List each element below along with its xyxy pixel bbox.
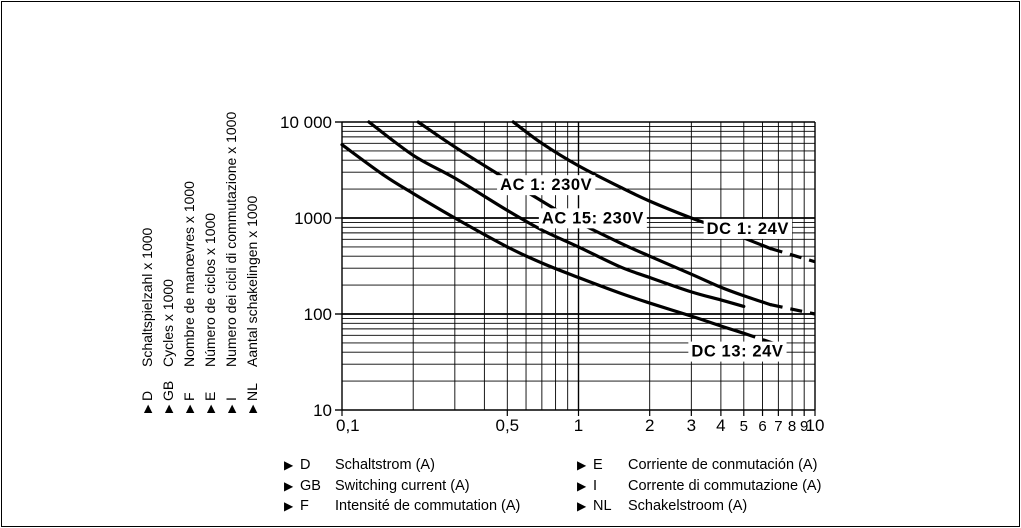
y-tick-label: 10 000 — [280, 113, 332, 132]
series-label-1: AC 1: 230V — [500, 176, 592, 194]
series-label-bg — [688, 341, 787, 362]
series-label-3: DC 13: 24V — [691, 343, 783, 361]
x-axis-legend-item: ▶ E Corriente de conmutación (A) — [577, 455, 821, 476]
x-tick-label: 3 — [687, 416, 696, 435]
y-tick-label: 1000 — [294, 209, 332, 228]
x-axis-legend-item: ▶ NL Schakelstroom (A) — [577, 496, 821, 517]
series-line-2 — [367, 120, 746, 308]
curves — [340, 120, 816, 349]
legend-text: Corrente di commutazione (A) — [628, 477, 822, 494]
series-labels: DC 1: 24V AC 1: 230V AC 15: 230V DC 13: 24V — [497, 175, 793, 362]
x-axis-legend-item: ▶ F Intensité de commutation (A) — [284, 496, 520, 517]
series-dashed-line-1 — [770, 303, 816, 316]
series-label-2: AC 15: 230V — [542, 209, 644, 227]
series-label-bg — [497, 175, 596, 196]
series-line-3 — [340, 143, 746, 335]
series-label-0: DC 1: 24V — [707, 220, 789, 238]
legend-text: Switching current (A) — [335, 477, 470, 494]
x-tick-label: 4 — [716, 416, 725, 435]
legend-text: Schakelstroom (A) — [628, 498, 748, 515]
x-tick-label: 2 — [645, 416, 654, 435]
language-code: NL — [593, 498, 612, 515]
x-axis-legend-item: ▶ I Corrente di commutazione (A) — [577, 476, 821, 497]
series-dashed-line-0 — [770, 247, 816, 264]
x-axis-legend-item: ▶ D Schaltstrom (A) — [284, 455, 520, 476]
triangle-icon: ▶ — [284, 458, 294, 473]
x-axis-legend-item: ▶ GB Switching current (A) — [284, 476, 520, 497]
x-tick-label: 1 — [574, 416, 583, 435]
triangle-icon: ▶ — [577, 478, 587, 493]
y-tick-label: 10 — [313, 401, 332, 420]
x-tick-label: 7 — [774, 418, 782, 435]
series-label-bg — [538, 208, 647, 229]
series-label-bg — [703, 218, 793, 239]
triangle-icon: ▶ — [284, 499, 294, 514]
x-tick-label: 5 — [740, 418, 748, 435]
x-axis-legend-left: ▶ D Schaltstrom (A) ▶ GB Switching current (A… — [284, 455, 520, 517]
legend-text: Corriente de conmutación (A) — [628, 457, 818, 474]
triangle-icon: ▶ — [284, 478, 294, 493]
series-dashed-line-3 — [743, 331, 786, 349]
triangle-icon: ▶ — [577, 458, 587, 473]
x-tick-label: 10 — [806, 416, 825, 435]
x-tick-label: 8 — [788, 418, 796, 435]
language-code: E — [593, 457, 603, 474]
y-tick-label: 100 — [304, 305, 332, 324]
x-tick-label: 0,5 — [495, 416, 519, 435]
triangle-icon: ▶ — [577, 499, 587, 514]
x-axis-legend-right: ▶ E Corriente de conmutación (A) ▶ I Corrente… — [577, 455, 821, 517]
series-line-1 — [416, 120, 773, 307]
language-code: I — [593, 477, 598, 494]
legend-text: Schaltstrom (A) — [335, 457, 435, 474]
x-tick-label: 0,1 — [336, 416, 360, 435]
grid — [335, 121, 816, 416]
x-tick-label: 6 — [758, 418, 766, 435]
language-code: GB — [300, 477, 321, 494]
legend-text: Intensité de commutation (A) — [335, 498, 521, 515]
x-tick-label: 9 — [800, 418, 808, 435]
language-code: F — [300, 498, 309, 515]
language-code: D — [300, 457, 311, 474]
